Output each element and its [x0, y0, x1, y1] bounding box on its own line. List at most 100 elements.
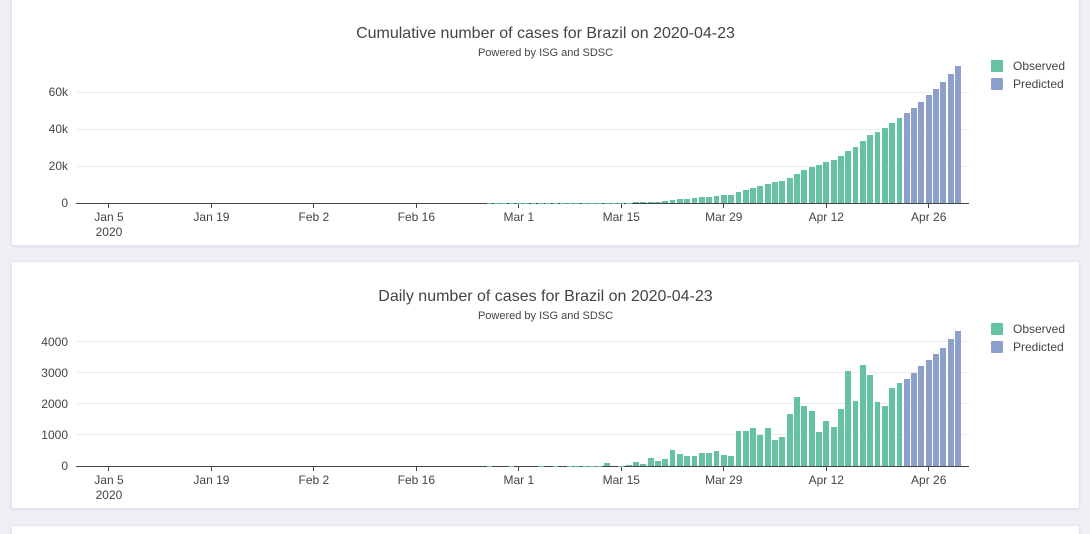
observed-bar: [720, 195, 727, 203]
predicted-bar: [940, 347, 947, 466]
observed-bar: [896, 118, 903, 203]
y-gridline: [76, 341, 969, 343]
observed-bar: [698, 197, 705, 203]
x-tick-mark: [108, 203, 110, 208]
observed-bar: [889, 123, 896, 203]
y-tick-label: 20k: [48, 159, 68, 173]
x-tick-mark: [518, 466, 520, 471]
observed-bar: [669, 200, 676, 203]
x-tick-mark: [313, 466, 315, 471]
x-tick-mark: [415, 203, 417, 208]
y-tick-label: 0: [61, 196, 68, 210]
legend-item-observed[interactable]: Observed: [991, 322, 1065, 336]
observed-bar: [881, 406, 888, 466]
observed-bar: [859, 364, 866, 466]
x-tick-label: Feb 2: [298, 210, 330, 224]
x-tick-label: Jan 19: [193, 473, 230, 487]
observed-bar: [728, 194, 735, 203]
observed-bar: [735, 192, 742, 203]
observed-bar: [640, 464, 647, 466]
y-gridline: [76, 372, 969, 374]
y-gridline: [76, 403, 969, 405]
y-tick-label: 3000: [41, 365, 68, 380]
x-tick-mark: [620, 466, 622, 471]
y-gridline: [76, 434, 969, 436]
y-tick-label: 2000: [41, 396, 68, 411]
observed-bar: [786, 177, 793, 203]
x-tick-mark: [620, 203, 622, 208]
x-tick-mark: [518, 203, 520, 208]
observed-bar: [735, 430, 742, 466]
predicted-swatch-icon: [991, 341, 1003, 353]
observed-bar: [779, 180, 786, 203]
observed-bar: [720, 455, 727, 466]
x-tick-mark: [210, 203, 212, 208]
observed-bar: [647, 201, 654, 203]
y-tick-label: 4000: [41, 334, 68, 349]
x-tick-mark: [313, 203, 315, 208]
legend: Observed Predicted: [991, 322, 1065, 358]
observed-bar: [750, 428, 756, 466]
observed-bar: [691, 198, 698, 203]
legend-item-observed[interactable]: Observed: [991, 59, 1065, 73]
legend-label-predicted: Predicted: [1013, 340, 1064, 354]
x-tick-mark: [723, 203, 725, 208]
observed-bar: [757, 186, 764, 203]
observed-bar: [874, 402, 881, 466]
observed-bar: [713, 450, 720, 466]
plot-area[interactable]: 0 20k 40k 60k Jan 5 2020 Jan 19 Feb 2 Feb 16 Mar …: [49, 65, 969, 239]
x-tick-label: Apr 12: [808, 473, 844, 487]
predicted-bar: [918, 365, 925, 466]
observed-bar: [764, 184, 771, 203]
observed-bar: [801, 406, 808, 466]
predicted-bar: [911, 107, 918, 203]
x-tick-label: Jan 5 2020: [94, 473, 124, 502]
observed-bar: [881, 127, 888, 203]
observed-bar: [669, 449, 676, 466]
x-tick-mark: [723, 466, 725, 471]
cumulative-chart-card: Cumulative number of cases for Brazil on…: [11, 0, 1080, 246]
observed-bar: [757, 434, 764, 466]
legend-item-predicted[interactable]: Predicted: [991, 340, 1065, 354]
chart-subtitle: Powered by ISG and SDSC: [477, 310, 614, 322]
observed-bar: [816, 432, 822, 466]
predicted-swatch-icon: [991, 78, 1003, 90]
legend-label-observed: Observed: [1013, 59, 1066, 73]
observed-bar: [845, 150, 852, 203]
predicted-bar: [933, 88, 939, 203]
observed-bar: [706, 452, 713, 466]
observed-bar: [662, 458, 669, 466]
observed-bar: [698, 452, 705, 466]
observed-bar: [625, 464, 632, 466]
x-tick-label: Mar 15: [602, 210, 640, 224]
observed-bar: [794, 173, 800, 203]
observed-bar: [713, 195, 720, 203]
y-gridline: [76, 128, 969, 130]
x-tick-label: Mar 1: [503, 210, 535, 224]
observed-bar: [837, 156, 844, 203]
observed-bar: [603, 462, 610, 466]
observed-bar: [889, 388, 896, 466]
x-tick-mark: [825, 203, 827, 208]
observed-bar: [867, 135, 874, 203]
observed-bar: [816, 164, 822, 203]
x-tick-mark: [928, 466, 930, 471]
daily-chart-card: Daily number of cases for Brazil on 2020…: [11, 261, 1080, 509]
observed-bar: [808, 166, 815, 203]
y-tick-label: 0: [61, 459, 68, 473]
x-tick-mark: [108, 466, 110, 471]
observed-bar: [676, 199, 683, 203]
plot-area[interactable]: 0 1000 2000 3000 4000 Jan 5 2020 Jan 19 Feb 2 Feb…: [41, 328, 969, 502]
predicted-bar: [933, 354, 939, 466]
x-tick-mark: [210, 466, 212, 471]
predicted-bar: [947, 339, 954, 466]
observed-bar: [808, 410, 815, 466]
observed-bar: [837, 409, 844, 466]
x-tick-label: Mar 1: [503, 473, 535, 487]
observed-bar: [772, 439, 778, 466]
chart-title: Daily number of cases for Brazil on 2020…: [378, 288, 713, 305]
x-tick-mark: [415, 466, 417, 471]
observed-bar: [823, 162, 830, 203]
observed-bar: [684, 455, 691, 466]
legend-item-predicted[interactable]: Predicted: [991, 77, 1065, 91]
